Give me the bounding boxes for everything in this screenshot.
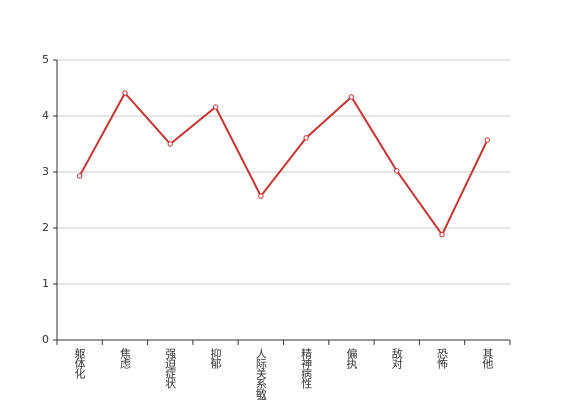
y-tick-label: 3 xyxy=(42,165,49,178)
y-tick-label: 2 xyxy=(42,221,49,234)
x-tick-label: 人际关系敏感 xyxy=(254,348,267,400)
point xyxy=(258,193,264,199)
y-tick-label: 1 xyxy=(42,277,49,290)
x-tick-label: 敌对 xyxy=(390,347,403,369)
x-tick-label: 精神病性 xyxy=(300,348,313,390)
point xyxy=(167,141,173,147)
y-tick-label: 0 xyxy=(42,333,49,346)
point xyxy=(348,94,355,100)
point xyxy=(303,135,309,141)
line xyxy=(78,91,489,237)
x-tick-label: 抑郁 xyxy=(209,347,222,369)
y-tick-label: 5 xyxy=(42,53,49,66)
x-tick-label: 恐怖 xyxy=(436,348,449,369)
x-tick-label: 偏执 xyxy=(345,347,358,370)
point xyxy=(76,173,83,179)
y-tick-label: 4 xyxy=(42,109,49,122)
x-tick-label: 焦虑 xyxy=(118,348,131,369)
point xyxy=(484,137,491,143)
point xyxy=(212,104,219,110)
x-tick-label: 躯体化 xyxy=(73,348,86,380)
point xyxy=(394,168,400,174)
point xyxy=(122,90,128,96)
x-tick-label: 强迫症状 xyxy=(164,348,177,389)
x-tick-label: 其他 xyxy=(481,348,494,369)
point xyxy=(439,232,445,238)
